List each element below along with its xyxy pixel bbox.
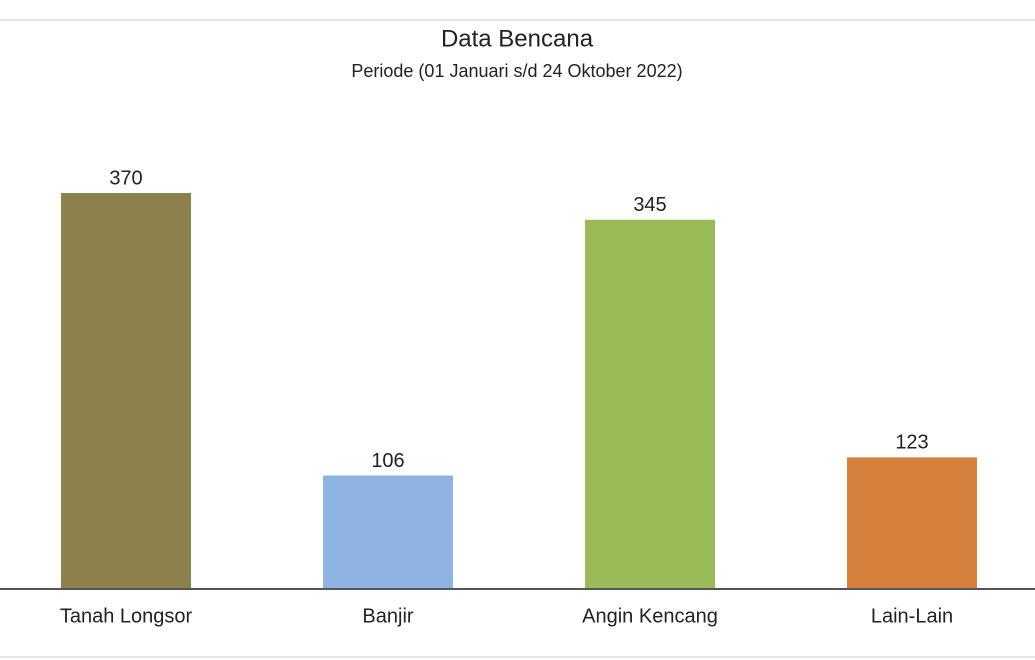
chart-title: Data Bencana — [441, 25, 594, 52]
value-label: 106 — [371, 450, 404, 472]
bar — [323, 475, 453, 589]
value-label: 345 — [633, 194, 666, 216]
bar — [585, 219, 715, 589]
x-tick-label: Lain-Lain — [871, 605, 953, 627]
value-label: 123 — [895, 432, 928, 454]
x-tick-label: Angin Kencang — [582, 605, 718, 627]
bar — [61, 193, 191, 589]
bar — [847, 457, 977, 589]
x-tick-label: Banjir — [362, 605, 413, 627]
chart-subtitle: Periode (01 Januari s/d 24 Oktober 2022) — [351, 61, 682, 81]
x-tick-label: Tanah Longsor — [60, 605, 193, 627]
value-label: 370 — [109, 167, 142, 189]
